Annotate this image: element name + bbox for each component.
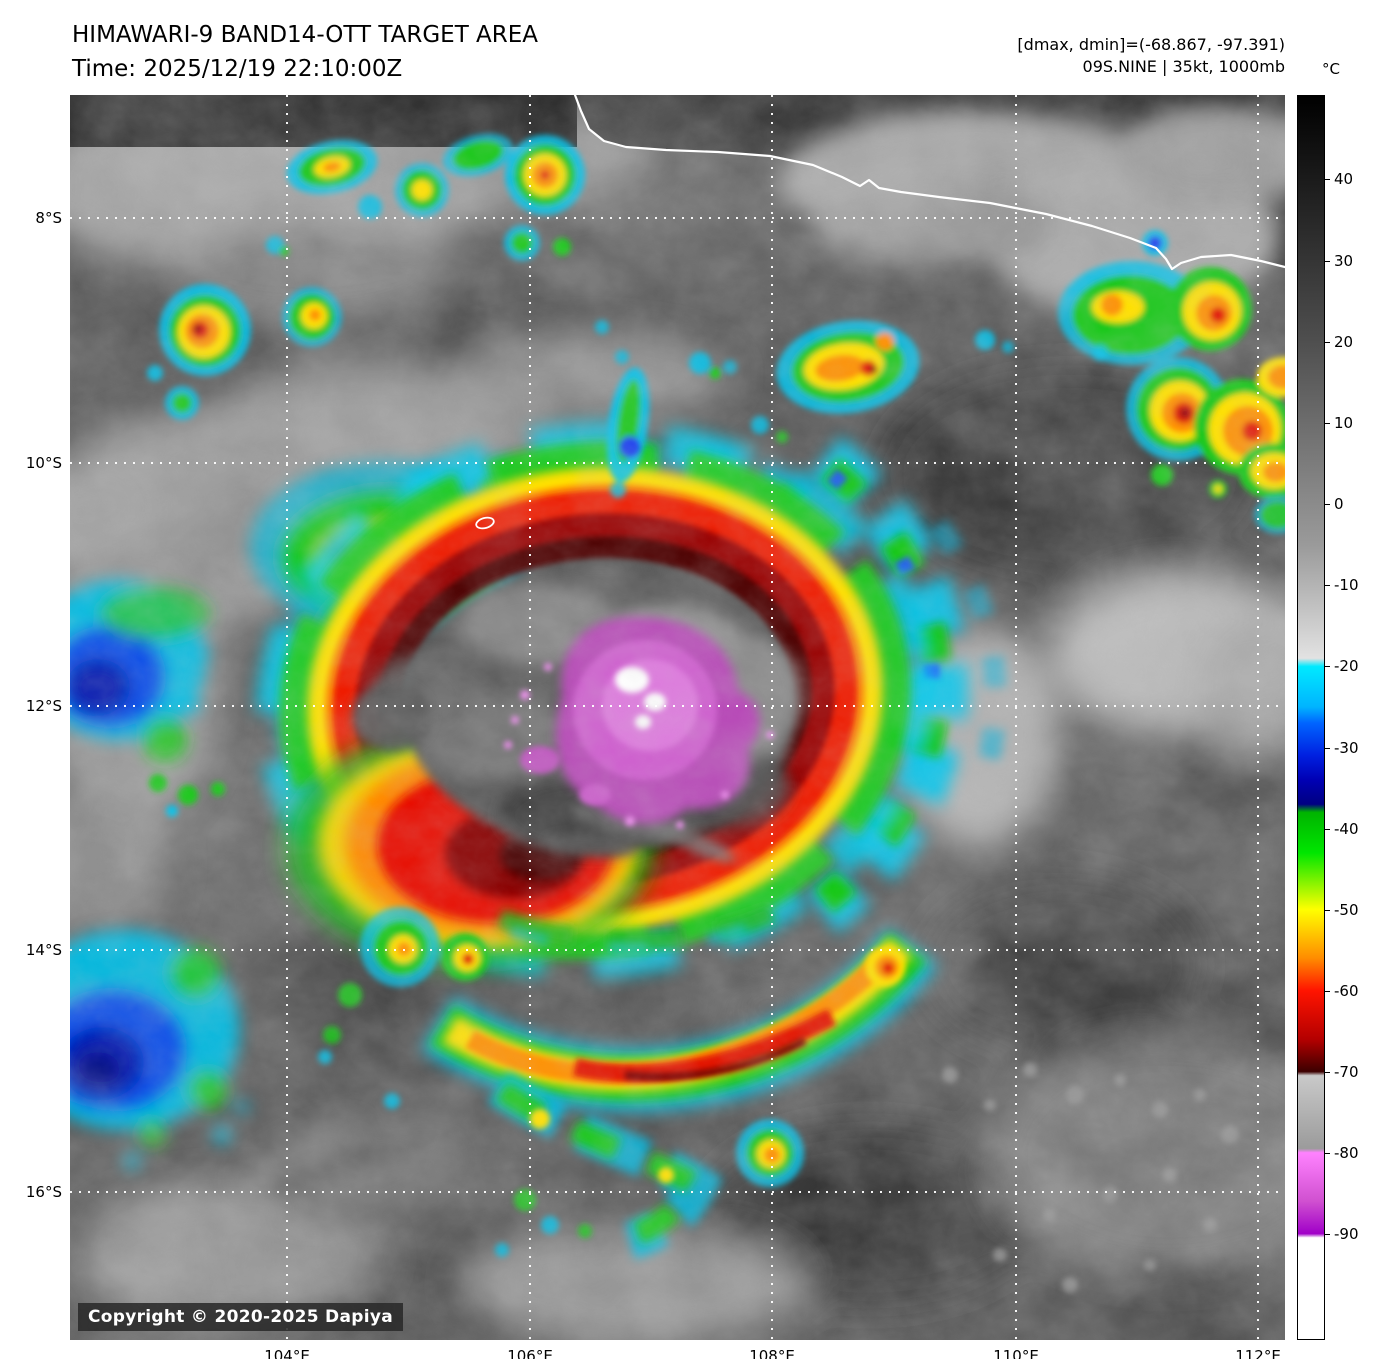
colorbar-tickmark — [1325, 341, 1330, 343]
lat-tick-label: 14°S — [25, 941, 62, 959]
lat-tick-label: 8°S — [35, 209, 62, 227]
colorbar-tickmark — [1325, 1153, 1330, 1155]
lat-tick-label: 12°S — [25, 697, 62, 715]
lat-tick-label: 16°S — [25, 1183, 62, 1201]
lon-tick-label: 106°E — [507, 1347, 553, 1359]
colorbar-tickmark — [1325, 828, 1330, 830]
colorbar-tickmark — [1325, 909, 1330, 911]
christmas-island-outline — [475, 516, 495, 530]
colorbar-tick-label: -50 — [1334, 900, 1359, 919]
colorbar-tickmark — [1325, 585, 1330, 587]
colorbar-unit-label: °C — [1322, 60, 1340, 78]
storm-info: 09S.NINE | 35kt, 1000mb — [1082, 57, 1285, 76]
lon-tick-label: 104°E — [264, 1347, 310, 1359]
colorbar-tickmark — [1325, 179, 1330, 181]
figure-header: HIMAWARI-9 BAND14-OTT TARGET AREA Time: … — [72, 18, 538, 86]
lon-tick-label: 108°E — [749, 1347, 795, 1359]
colorbar-tickmark — [1325, 504, 1330, 506]
colorbar-tick-label: -10 — [1334, 576, 1359, 595]
colorbar-tick-label: 10 — [1334, 413, 1354, 432]
colorbar-tickmark — [1325, 1072, 1330, 1074]
colorbar-tickmark — [1325, 1234, 1330, 1236]
colorbar-tick-label: 30 — [1334, 251, 1354, 270]
satellite-scene — [70, 95, 1285, 1340]
colorbar-tick-label: -90 — [1334, 1225, 1359, 1244]
lat-tick-label: 10°S — [25, 454, 62, 472]
colorbar-tickmark — [1325, 666, 1330, 668]
map-area: Copyright © 2020-2025 Dapiya — [70, 95, 1285, 1340]
colorbar-tick-label: -70 — [1334, 1063, 1359, 1082]
figure-readouts: [dmax, dmin]=(-68.867, -97.391) 09S.NINE… — [1017, 34, 1285, 78]
copyright-label: Copyright © 2020-2025 Dapiya — [78, 1303, 403, 1331]
lon-tick-label: 110°E — [993, 1347, 1039, 1359]
colorbar-tick-label: -40 — [1334, 819, 1359, 838]
colorbar-tick-label: -20 — [1334, 657, 1359, 676]
colorbar-tick-label: 40 — [1334, 170, 1354, 189]
colorbar-tick-label: 20 — [1334, 332, 1354, 351]
figure-title: HIMAWARI-9 BAND14-OTT TARGET AREA — [72, 22, 539, 48]
colorbar-tickmark — [1325, 422, 1330, 424]
colorbar-tick-label: -30 — [1334, 738, 1359, 757]
colorbar — [1297, 95, 1325, 1340]
colorbar-tickmark — [1325, 747, 1330, 749]
lon-tick-label: 112°E — [1235, 1347, 1281, 1359]
colorbar-tickmark — [1325, 991, 1330, 992]
coastline — [475, 95, 1285, 530]
cloud-texture-fine — [70, 95, 1285, 1340]
colorbar-tick-label: -60 — [1334, 982, 1359, 1000]
colorbar-tick-label: -80 — [1334, 1144, 1359, 1163]
dmax-dmin-readout: [dmax, dmin]=(-68.867, -97.391) — [1017, 35, 1285, 54]
colorbar-tick-label: 0 — [1334, 495, 1344, 514]
colorbar-tickmark — [1325, 260, 1330, 262]
figure-time: Time: 2025/12/19 22:10:00Z — [72, 56, 403, 82]
